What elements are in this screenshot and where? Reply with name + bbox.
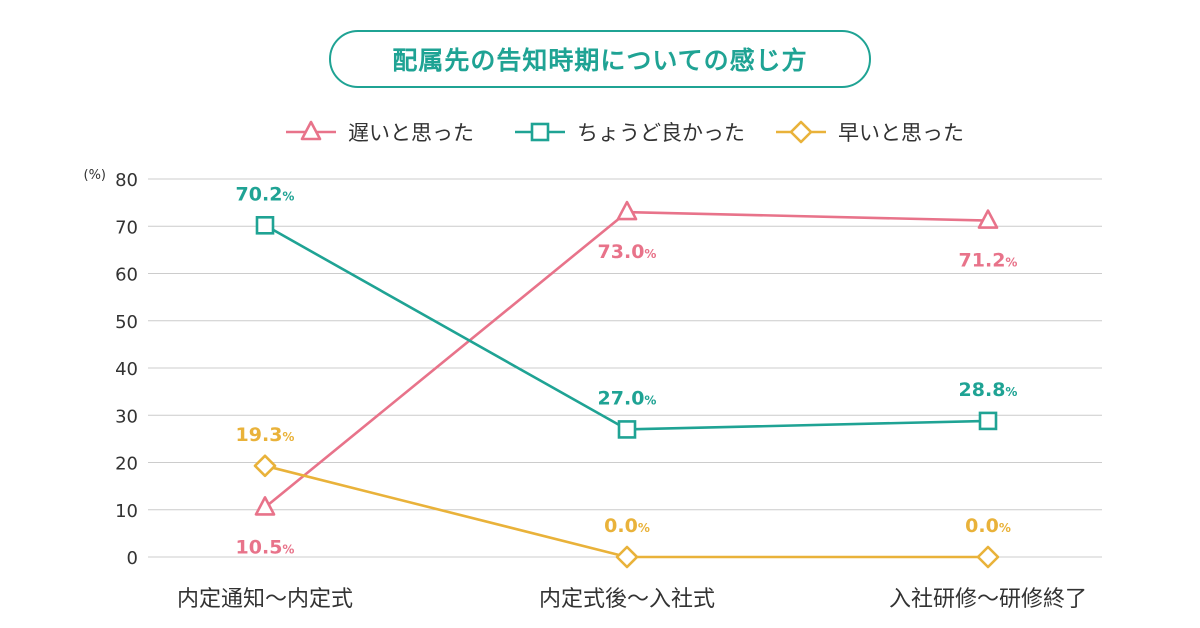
data-label: 73.0% [598,241,657,263]
y-unit-label: (%) [84,168,107,183]
legend-marker-diamond [789,120,813,144]
legend-marker-triangle [300,120,322,141]
data-label: 71.2% [959,250,1018,272]
x-tick-label: 内定通知〜内定式 [177,587,353,612]
x-axis: 内定通知〜内定式 内定式後〜入社式 入社研修〜研修終了 [177,587,1087,612]
data-point-diamond [615,545,639,569]
data-label: 10.5% [236,536,295,558]
legend-item: ちょうど良かった [515,121,745,145]
data-label: 28.8% [959,379,1018,401]
series-line [264,464,988,559]
legend-item: 遅いと思った [286,120,474,145]
x-tick-label: 内定式後〜入社式 [539,587,715,612]
data-label: 70.2% [236,183,295,205]
y-tick-label: 0 [127,548,138,569]
y-tick-label: 40 [115,359,138,380]
y-tick-label: 60 [115,265,138,286]
chart-title: 配属先の告知時期についての感じ方 [329,30,871,88]
legend-item: 早いと思った [776,120,964,145]
legend: 遅いと思った ちょうど良かった 早いと思った [286,120,964,145]
y-tick-label: 70 [115,217,138,238]
y-tick-label: 50 [115,312,138,333]
data-point-triangle [254,496,276,516]
series-group [253,200,1000,569]
legend-marker-square [530,122,550,142]
x-tick-label: 入社研修〜研修終了 [889,587,1087,612]
data-point-diamond [976,545,1000,569]
data-point-square [255,216,275,235]
y-tick-label: 20 [115,454,138,475]
y-tick-label: 10 [115,501,138,522]
y-axis: 0 10 20 30 40 50 60 70 80 (%) [84,168,139,569]
data-point-triangle [977,209,999,229]
legend-label: 早いと思った [838,121,964,145]
data-point-diamond [253,454,277,478]
data-point-square [617,420,637,439]
y-tick-label: 30 [115,406,138,427]
data-point-triangle [616,200,638,221]
data-point-square [978,411,998,431]
y-tick-label: 80 [115,170,138,191]
gridlines [148,178,1102,558]
data-label: 0.0% [965,515,1011,537]
data-label: 0.0% [604,515,650,537]
data-labels: 10.5% 73.0% 71.2% 70.2% 27.0% 28.8% 19.3% 0.0% 0… [236,183,1018,558]
data-label: 27.0% [598,387,657,409]
data-label: 19.3% [236,424,295,446]
legend-label: ちょうど良かった [577,121,745,145]
legend-label: 遅いと思った [348,121,474,145]
